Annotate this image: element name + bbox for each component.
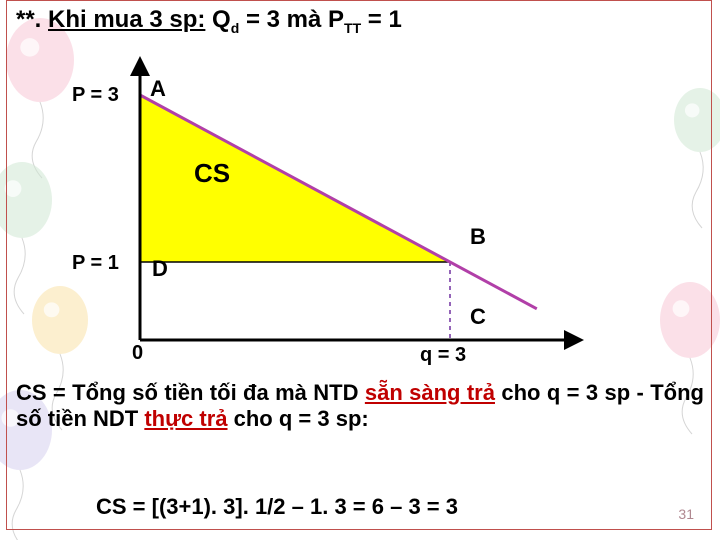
label-q3: q = 3 bbox=[420, 344, 466, 367]
formula: CS = [(3+1). 3]. 1/2 – 1. 3 = 6 – 3 = 3 bbox=[96, 494, 458, 520]
label-p3: P = 3 bbox=[72, 84, 119, 107]
label-C: C bbox=[470, 304, 486, 330]
explain-red1: sẵn sàng trả bbox=[365, 380, 495, 405]
label-CS: CS bbox=[194, 158, 230, 189]
label-p1: P = 1 bbox=[72, 252, 119, 275]
slide-content: **. Khi mua 3 sp: Qd = 3 mà PTT = 1 P = … bbox=[0, 0, 720, 540]
explain-red2: thực trả bbox=[144, 406, 227, 431]
explanation-text: CS = Tổng số tiền tối đa mà NTD sẵn sàng… bbox=[16, 380, 704, 432]
label-origin: 0 bbox=[132, 342, 143, 365]
label-A: A bbox=[150, 76, 166, 102]
explain-pre: CS = Tổng số tiền tối đa mà NTD bbox=[16, 380, 365, 405]
slide-number: 31 bbox=[678, 506, 694, 522]
label-D: D bbox=[152, 256, 168, 282]
label-B: B bbox=[470, 224, 486, 250]
consumer-surplus-diagram bbox=[0, 0, 720, 370]
explain-post: cho q = 3 sp: bbox=[228, 406, 369, 431]
